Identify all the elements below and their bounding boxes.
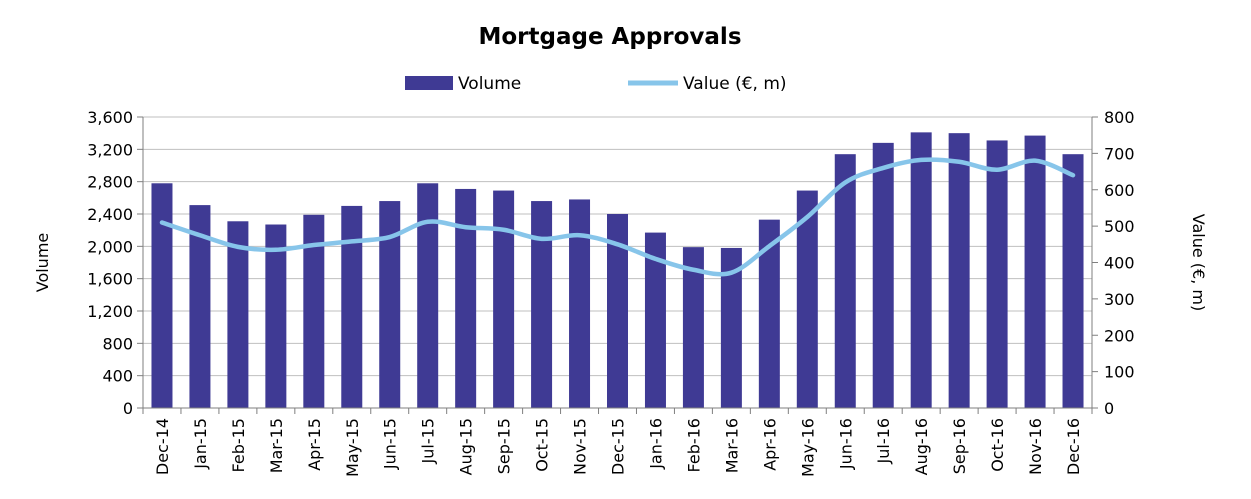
left-axis-ticks: 0 400 800 1,200 1,600 2,000 2,400 2,800 3,200 3,6… <box>87 108 133 418</box>
x-tick-label: Oct-16 <box>988 418 1007 472</box>
bar <box>682 247 704 408</box>
left-tick-label: 400 <box>102 367 133 386</box>
bar <box>189 205 211 408</box>
x-tick-label: Dec-16 <box>1064 418 1083 475</box>
left-tick-label: 3,600 <box>87 108 133 127</box>
axes <box>137 116 1098 414</box>
left-tick-label: 2,800 <box>87 173 133 192</box>
x-tick-label: Dec-15 <box>609 418 628 475</box>
x-axis-ticks: Dec-14 Jan-15 Feb-15 Mar-15 Apr-15 May-15 Jun-… <box>153 418 1083 477</box>
x-tick-label: Feb-16 <box>684 418 703 472</box>
x-tick-label: Sep-15 <box>495 418 514 474</box>
left-tick-label: 800 <box>102 334 133 353</box>
right-tick-label: 400 <box>1104 254 1135 273</box>
x-tick-label: Nov-16 <box>1026 418 1045 475</box>
line-series <box>159 157 1076 277</box>
left-tick-label: 1,200 <box>87 302 133 321</box>
right-tick-label: 500 <box>1104 217 1135 236</box>
value-line <box>159 157 1076 277</box>
bar <box>493 190 515 408</box>
bar <box>303 214 325 408</box>
x-tick-label: Jan-15 <box>191 418 210 470</box>
bar <box>227 221 249 408</box>
left-tick-label: 2,400 <box>87 205 133 224</box>
bar <box>948 133 970 408</box>
right-axis-ticks: 0 100 200 300 400 500 600 700 800 <box>1104 108 1135 418</box>
x-tick-label: Apr-15 <box>305 418 324 471</box>
x-tick-label: Jun-15 <box>381 418 400 470</box>
bar <box>569 199 591 408</box>
left-tick-label: 0 <box>123 399 133 418</box>
bar <box>644 232 666 408</box>
bar-series <box>151 132 1084 409</box>
x-tick-label: Apr-16 <box>760 418 779 471</box>
bar <box>607 214 628 408</box>
x-tick-label: Jun-16 <box>836 418 855 470</box>
x-tick-label: Nov-15 <box>571 418 590 475</box>
bar <box>417 183 439 408</box>
bar <box>531 201 553 408</box>
bar <box>379 201 401 408</box>
x-tick-label: Jan-16 <box>646 418 665 470</box>
left-tick-label: 1,600 <box>87 270 133 289</box>
right-tick-label: 800 <box>1104 108 1135 127</box>
legend-swatch-volume <box>405 76 453 90</box>
legend-label-value: Value (€, m) <box>683 74 787 94</box>
bar <box>265 224 287 408</box>
x-tick-label: May-16 <box>798 418 817 477</box>
right-tick-label: 300 <box>1104 290 1135 309</box>
x-tick-label: Sep-16 <box>950 418 969 474</box>
left-tick-label: 3,200 <box>87 140 133 159</box>
x-tick-label: Mar-16 <box>722 418 741 473</box>
x-tick-label: Jul-16 <box>874 418 893 464</box>
bar <box>1062 154 1084 408</box>
right-tick-label: 700 <box>1104 144 1135 163</box>
legend-label-volume: Volume <box>458 74 521 94</box>
x-tick-label: Oct-15 <box>533 418 552 472</box>
right-tick-label: 600 <box>1104 181 1135 200</box>
left-tick-label: 2,000 <box>87 237 133 256</box>
right-tick-label: 200 <box>1104 326 1135 345</box>
x-tick-label: Jul-15 <box>419 418 438 464</box>
legend: Volume Value (€, m) <box>405 74 787 94</box>
right-axis-title: Value (€, m) <box>1189 214 1208 311</box>
bar <box>796 190 818 408</box>
bar <box>872 142 894 408</box>
x-tick-label: Mar-15 <box>267 418 286 473</box>
bar <box>455 188 477 408</box>
bar <box>834 154 856 408</box>
bar <box>720 247 742 408</box>
left-axis-title: Volume <box>33 233 52 293</box>
bar <box>341 205 363 408</box>
x-tick-label: Aug-15 <box>457 418 476 475</box>
x-tick-label: May-15 <box>343 418 362 477</box>
bar <box>910 132 932 408</box>
chart-title: Mortgage Approvals <box>478 24 741 50</box>
x-tick-label: Feb-15 <box>229 418 248 472</box>
bar <box>151 183 173 408</box>
bar <box>986 140 1008 409</box>
bar <box>1024 135 1046 408</box>
right-tick-label: 100 <box>1104 363 1135 382</box>
x-tick-label: Aug-16 <box>912 418 931 475</box>
right-tick-label: 0 <box>1104 399 1114 418</box>
x-tick-label: Dec-14 <box>153 418 172 475</box>
bar <box>758 219 780 408</box>
